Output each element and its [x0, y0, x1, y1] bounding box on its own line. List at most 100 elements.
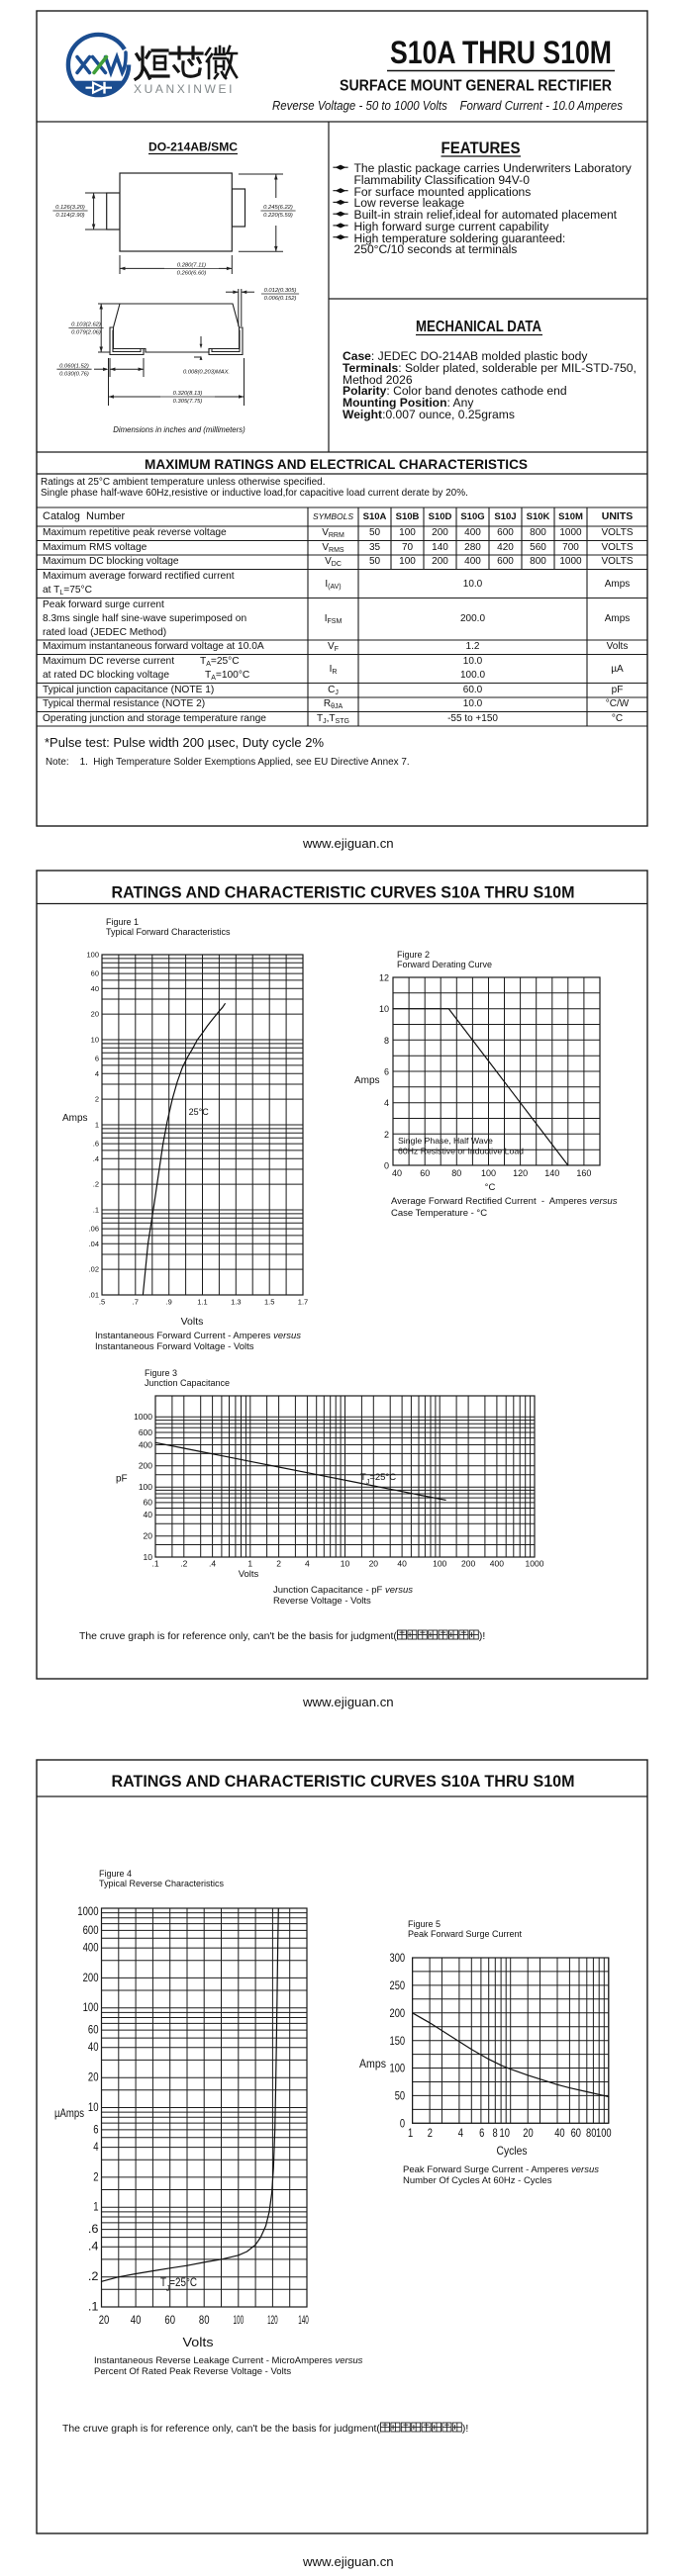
svg-text:0.245(6.22): 0.245(6.22) [263, 205, 293, 211]
svg-text:.4: .4 [209, 1559, 216, 1569]
svg-text:2: 2 [384, 1130, 389, 1140]
svg-text:Amps: Amps [359, 2057, 386, 2070]
svg-text:0.126(3.20): 0.126(3.20) [55, 205, 85, 211]
svg-text:100: 100 [234, 2313, 245, 2327]
svg-text:10: 10 [144, 1552, 153, 1562]
svg-text:0.103(2.62): 0.103(2.62) [71, 322, 101, 328]
svg-text:40: 40 [88, 2040, 99, 2054]
svg-text:200: 200 [139, 1461, 152, 1471]
svg-text:S10A THRU S10M: S10A THRU S10M [390, 35, 612, 70]
svg-text:6: 6 [93, 2122, 99, 2136]
svg-text:TJ=25°C: TJ=25°C [360, 1472, 396, 1486]
svg-text:600: 600 [139, 1427, 152, 1437]
svg-text:FEATURES: FEATURES [442, 139, 521, 157]
svg-text:MAXIMUM RATINGS AND ELECTRICAL: MAXIMUM RATINGS AND ELECTRICAL CHARACTER… [145, 456, 528, 472]
svg-text:0.008(0.203)MAX.: 0.008(0.203)MAX. [183, 370, 230, 376]
svg-text:100: 100 [86, 951, 99, 960]
svg-text:20: 20 [91, 1010, 99, 1019]
svg-text:0.220(5.59): 0.220(5.59) [263, 213, 293, 219]
svg-text:1.5: 1.5 [264, 1298, 274, 1307]
svg-text:.7: .7 [133, 1298, 139, 1307]
svg-text:60: 60 [88, 2023, 99, 2037]
svg-text:4: 4 [305, 1559, 310, 1569]
svg-text:TJ=25°C: TJ=25°C [160, 2275, 197, 2293]
svg-text:60: 60 [164, 2313, 175, 2327]
svg-text:20: 20 [99, 2313, 110, 2327]
svg-text:RATINGS AND CHARACTERISTIC CUR: RATINGS AND CHARACTERISTIC CURVES S10A T… [112, 883, 575, 902]
svg-text:120: 120 [513, 1168, 528, 1178]
svg-text:0.079(2.06): 0.079(2.06) [71, 330, 101, 336]
svg-text:2: 2 [276, 1559, 281, 1569]
svg-text:2: 2 [95, 1095, 99, 1104]
svg-text:.2: .2 [88, 2269, 99, 2283]
svg-text:SURFACE MOUNT GENERAL RECTIFIE: SURFACE MOUNT GENERAL RECTIFIER [340, 78, 612, 95]
svg-text:RATINGS AND CHARACTERISTIC CUR: RATINGS AND CHARACTERISTIC CURVES S10A T… [112, 1772, 575, 1791]
svg-text:100: 100 [481, 1168, 496, 1178]
svg-text:300: 300 [390, 1951, 406, 1965]
svg-text:.1: .1 [151, 1559, 158, 1569]
svg-text:Volts: Volts [239, 1569, 259, 1580]
svg-text:.9: .9 [166, 1298, 172, 1307]
svg-text:1.7: 1.7 [298, 1298, 308, 1307]
svg-text:40: 40 [392, 1168, 402, 1178]
svg-text:1000: 1000 [134, 1412, 152, 1422]
svg-text:100: 100 [596, 2126, 612, 2140]
svg-text:1: 1 [93, 2200, 99, 2214]
svg-text:.2: .2 [93, 1180, 99, 1189]
svg-text:600: 600 [83, 1923, 99, 1937]
svg-text:°C: °C [485, 1182, 496, 1193]
svg-text:0: 0 [384, 1161, 389, 1171]
svg-text:100: 100 [139, 1482, 152, 1492]
svg-text:120: 120 [267, 2313, 278, 2327]
svg-text:.1: .1 [88, 2299, 99, 2313]
svg-text:0.030(0.76): 0.030(0.76) [59, 371, 89, 377]
svg-text:40: 40 [397, 1559, 407, 1569]
svg-text:200: 200 [83, 1971, 99, 1984]
svg-text:100: 100 [433, 1559, 446, 1569]
svg-text:0: 0 [400, 2117, 405, 2131]
svg-text:10: 10 [500, 2126, 511, 2140]
svg-text:4: 4 [458, 2126, 463, 2140]
svg-text:400: 400 [490, 1559, 504, 1569]
svg-text:0.060(1.52): 0.060(1.52) [59, 363, 89, 369]
svg-text:80: 80 [451, 1168, 461, 1178]
svg-text:.2: .2 [180, 1559, 187, 1569]
svg-text:µAmps: µAmps [54, 2106, 84, 2120]
svg-text:20: 20 [88, 2070, 99, 2084]
svg-text:.02: .02 [89, 1265, 99, 1274]
svg-text:20: 20 [144, 1531, 153, 1541]
svg-text:.1: .1 [93, 1206, 99, 1215]
svg-text:150: 150 [390, 2034, 406, 2048]
svg-text:140: 140 [544, 1168, 559, 1178]
svg-text:.04: .04 [89, 1240, 99, 1248]
svg-text:8: 8 [384, 1036, 389, 1046]
svg-text:40: 40 [554, 2126, 565, 2140]
svg-text:25°C: 25°C [189, 1107, 210, 1117]
svg-text:Amps: Amps [62, 1113, 88, 1124]
svg-text:60Hz Resistive or Inductive Lo: 60Hz Resistive or Inductive Load [398, 1147, 524, 1156]
svg-text:50: 50 [395, 2089, 406, 2103]
svg-text:.6: .6 [88, 2222, 99, 2236]
svg-text:Cycles: Cycles [497, 2144, 528, 2158]
svg-text:MECHANICAL DATA: MECHANICAL DATA [416, 319, 541, 335]
svg-text:DO-214AB/SMC: DO-214AB/SMC [148, 140, 238, 154]
svg-text:0.260(6.60): 0.260(6.60) [177, 271, 207, 277]
svg-text:0.305(7.75): 0.305(7.75) [173, 399, 203, 405]
svg-text:1: 1 [408, 2126, 413, 2140]
svg-text:40: 40 [131, 2313, 142, 2327]
svg-text:40: 40 [91, 984, 99, 993]
svg-text:200: 200 [390, 2006, 406, 2020]
svg-text:400: 400 [139, 1439, 152, 1449]
svg-text:10: 10 [379, 1004, 389, 1014]
svg-text:20: 20 [523, 2126, 534, 2140]
svg-text:0.114(2.90): 0.114(2.90) [55, 213, 84, 219]
svg-text:0.012(0.305): 0.012(0.305) [264, 288, 297, 294]
svg-text:0.006(0.152): 0.006(0.152) [264, 296, 297, 302]
svg-text:.6: .6 [93, 1140, 99, 1149]
svg-text:1: 1 [247, 1559, 252, 1569]
svg-text:8: 8 [493, 2126, 498, 2140]
svg-text:Single Phase, Half Wave: Single Phase, Half Wave [398, 1136, 493, 1146]
svg-text:10: 10 [341, 1559, 350, 1569]
svg-text:400: 400 [83, 1941, 99, 1955]
svg-text:1: 1 [95, 1121, 99, 1130]
